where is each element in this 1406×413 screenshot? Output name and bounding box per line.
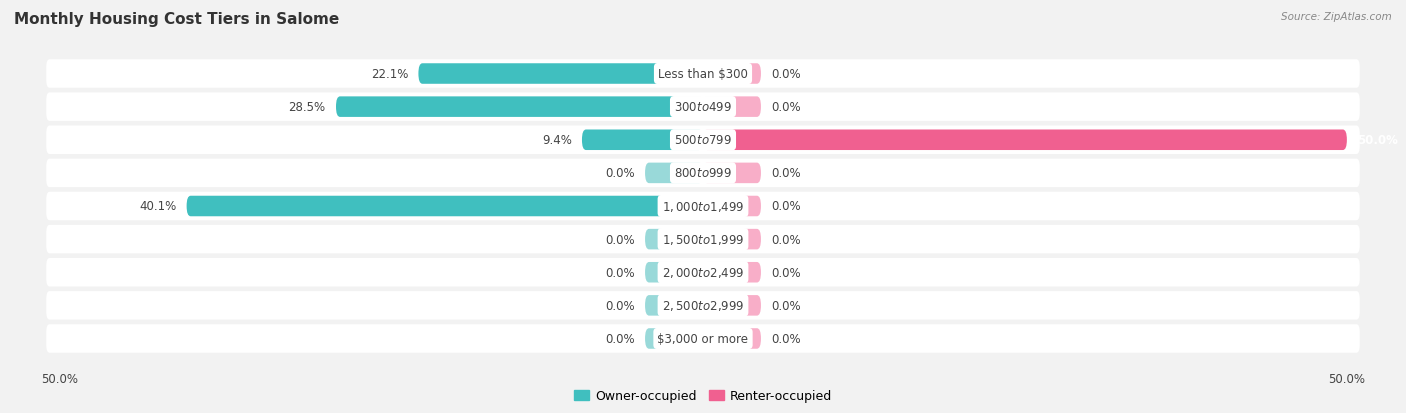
FancyBboxPatch shape	[645, 328, 703, 349]
Text: 0.0%: 0.0%	[605, 167, 634, 180]
Text: 0.0%: 0.0%	[605, 266, 634, 279]
FancyBboxPatch shape	[336, 97, 703, 118]
FancyBboxPatch shape	[46, 259, 1360, 287]
Text: Source: ZipAtlas.com: Source: ZipAtlas.com	[1281, 12, 1392, 22]
FancyBboxPatch shape	[645, 262, 703, 283]
Text: $2,000 to $2,499: $2,000 to $2,499	[662, 266, 744, 280]
FancyBboxPatch shape	[582, 130, 703, 151]
FancyBboxPatch shape	[419, 64, 703, 85]
Text: 28.5%: 28.5%	[288, 101, 326, 114]
FancyBboxPatch shape	[187, 196, 703, 217]
Text: 0.0%: 0.0%	[772, 233, 801, 246]
FancyBboxPatch shape	[46, 192, 1360, 221]
Text: $800 to $999: $800 to $999	[673, 167, 733, 180]
Text: 22.1%: 22.1%	[371, 68, 408, 81]
FancyBboxPatch shape	[703, 64, 761, 85]
Text: $300 to $499: $300 to $499	[673, 101, 733, 114]
Text: 0.0%: 0.0%	[772, 68, 801, 81]
Text: 40.1%: 40.1%	[139, 200, 176, 213]
Text: 0.0%: 0.0%	[605, 233, 634, 246]
Text: $2,500 to $2,999: $2,500 to $2,999	[662, 299, 744, 313]
Text: 0.0%: 0.0%	[772, 266, 801, 279]
Text: 0.0%: 0.0%	[605, 299, 634, 312]
FancyBboxPatch shape	[703, 196, 761, 217]
Text: 9.4%: 9.4%	[541, 134, 572, 147]
FancyBboxPatch shape	[645, 163, 703, 184]
Text: $1,000 to $1,499: $1,000 to $1,499	[662, 199, 744, 214]
Text: 0.0%: 0.0%	[772, 167, 801, 180]
FancyBboxPatch shape	[645, 229, 703, 250]
Text: 0.0%: 0.0%	[605, 332, 634, 345]
FancyBboxPatch shape	[46, 292, 1360, 320]
Text: Less than $300: Less than $300	[658, 68, 748, 81]
Text: $1,500 to $1,999: $1,500 to $1,999	[662, 233, 744, 247]
FancyBboxPatch shape	[703, 130, 1347, 151]
Text: 0.0%: 0.0%	[772, 101, 801, 114]
Text: 50.0%: 50.0%	[1357, 134, 1398, 147]
Text: $3,000 or more: $3,000 or more	[658, 332, 748, 345]
Text: $500 to $799: $500 to $799	[673, 134, 733, 147]
FancyBboxPatch shape	[703, 262, 761, 283]
FancyBboxPatch shape	[703, 328, 761, 349]
FancyBboxPatch shape	[46, 325, 1360, 353]
FancyBboxPatch shape	[46, 60, 1360, 88]
Text: 0.0%: 0.0%	[772, 332, 801, 345]
FancyBboxPatch shape	[46, 126, 1360, 154]
Text: Monthly Housing Cost Tiers in Salome: Monthly Housing Cost Tiers in Salome	[14, 12, 339, 27]
FancyBboxPatch shape	[703, 229, 761, 250]
FancyBboxPatch shape	[703, 163, 761, 184]
FancyBboxPatch shape	[46, 225, 1360, 254]
FancyBboxPatch shape	[703, 97, 761, 118]
Text: 0.0%: 0.0%	[772, 299, 801, 312]
FancyBboxPatch shape	[703, 295, 761, 316]
FancyBboxPatch shape	[645, 295, 703, 316]
Text: 0.0%: 0.0%	[772, 200, 801, 213]
Legend: Owner-occupied, Renter-occupied: Owner-occupied, Renter-occupied	[568, 385, 838, 408]
FancyBboxPatch shape	[46, 93, 1360, 121]
FancyBboxPatch shape	[46, 159, 1360, 188]
